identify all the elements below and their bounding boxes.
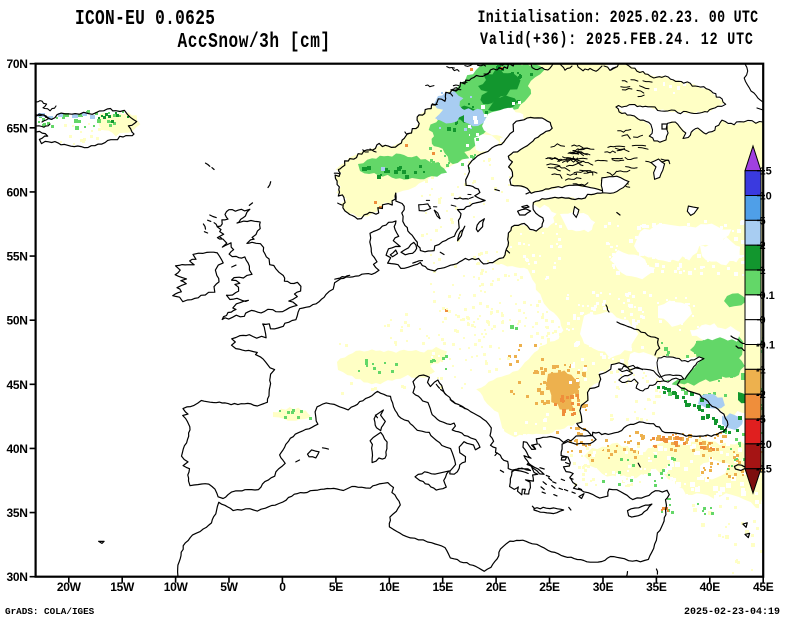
- svg-text:55N: 55N: [6, 250, 27, 264]
- svg-text:-2: -2: [756, 389, 766, 401]
- svg-text:25E: 25E: [539, 580, 560, 594]
- svg-text:1: 1: [760, 265, 766, 277]
- svg-text:ICON-EU 0.0625: ICON-EU 0.0625: [75, 6, 215, 31]
- svg-text:45E: 45E: [753, 580, 774, 594]
- svg-text:30N: 30N: [6, 570, 27, 584]
- svg-text:-10: -10: [756, 439, 772, 451]
- svg-text:10W: 10W: [164, 580, 189, 594]
- svg-text:-15: -15: [756, 464, 772, 476]
- svg-text:35E: 35E: [646, 580, 667, 594]
- svg-text:2: 2: [760, 240, 766, 252]
- svg-text:-1: -1: [756, 364, 766, 376]
- svg-text:45N: 45N: [6, 378, 27, 392]
- svg-text:50N: 50N: [6, 314, 27, 328]
- svg-text:-0.1: -0.1: [756, 340, 775, 352]
- svg-text:40E: 40E: [700, 580, 721, 594]
- svg-text:Initialisation: 2025.02.23. 00: Initialisation: 2025.02.23. 00 UTC: [478, 7, 759, 27]
- svg-text:0: 0: [279, 580, 286, 594]
- svg-text:65N: 65N: [6, 121, 27, 135]
- svg-text:10: 10: [760, 191, 772, 203]
- svg-text:-5: -5: [756, 414, 766, 426]
- svg-text:5: 5: [760, 215, 766, 227]
- svg-text:20E: 20E: [486, 580, 507, 594]
- svg-text:Valid(+36): 2025.FEB.24. 12 UT: Valid(+36): 2025.FEB.24. 12 UTC: [480, 29, 754, 49]
- svg-text:35N: 35N: [6, 506, 27, 520]
- svg-text:5W: 5W: [220, 580, 238, 594]
- svg-text:60N: 60N: [6, 185, 27, 199]
- svg-text:GrADS: COLA/IGES: GrADS: COLA/IGES: [5, 606, 95, 617]
- svg-text:0: 0: [760, 315, 766, 327]
- svg-text:20W: 20W: [57, 580, 82, 594]
- svg-text:0.1: 0.1: [760, 290, 775, 302]
- svg-text:2025-02-23-04:19: 2025-02-23-04:19: [684, 607, 780, 618]
- svg-text:70N: 70N: [6, 57, 27, 71]
- svg-text:30E: 30E: [593, 580, 614, 594]
- svg-text:5E: 5E: [329, 580, 343, 594]
- svg-text:15E: 15E: [432, 580, 453, 594]
- svg-text:15W: 15W: [110, 580, 135, 594]
- svg-text:40N: 40N: [6, 442, 27, 456]
- svg-text:10E: 10E: [379, 580, 400, 594]
- svg-text:15: 15: [760, 166, 772, 178]
- svg-text:AccSnow/3h [cm]: AccSnow/3h [cm]: [178, 29, 331, 54]
